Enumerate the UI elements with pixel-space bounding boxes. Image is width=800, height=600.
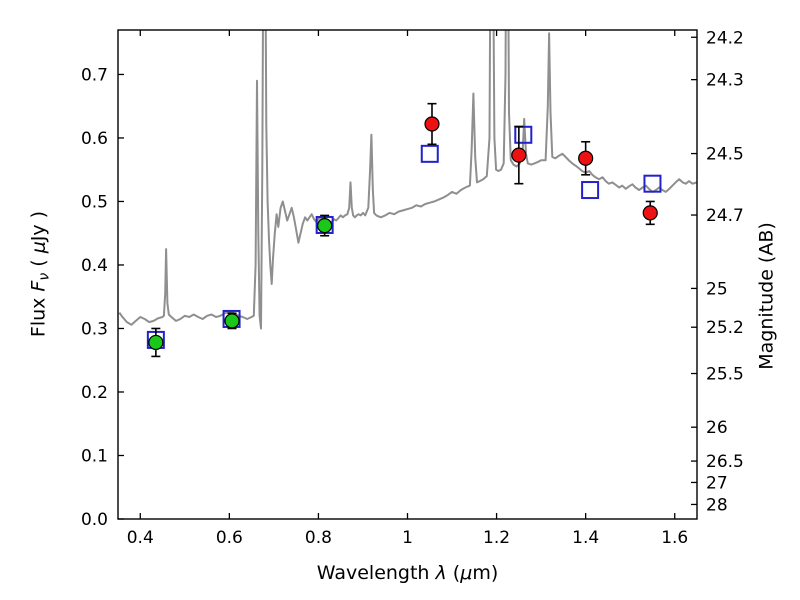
y-right-tick-label: 25 [706,279,728,299]
y-right-tick-label: 27 [706,473,728,493]
data-point-marker [317,218,333,234]
x-tick-label: 0.8 [305,528,332,548]
y-axis-label-right: Magnitude (AB) [755,222,778,370]
x-axis-label: Wavelength λ (μm) [316,562,499,584]
x-tick-label: 1 [402,528,413,548]
data-point-marker [148,334,164,351]
y-left-tick-label: 0.2 [81,383,108,403]
y-axis-left-ticks: 0.0 0.1 0.2 0.3 0.4 0.5 0.6 0.7 [81,65,124,530]
x-tick-label: 1.6 [661,528,688,548]
observed-infrared-points [424,102,658,226]
y-left-tick-label: 0.6 [81,129,108,149]
observed-optical-points [148,214,333,358]
y-right-tick-label: 24.2 [706,28,744,48]
y-right-tick-label: 24.3 [706,71,744,91]
y-right-tick-label: 24.5 [706,145,744,165]
x-tick-label: 0.6 [216,528,243,548]
x-tick-label: 0.4 [127,528,154,548]
mu-symbol-flux: μ [27,241,50,254]
y-left-tick-label: 0.7 [81,65,108,85]
y-left-tick-label: 0.4 [81,256,108,276]
y-axis-label-left: Flux Fν ( μJy ) [27,210,53,338]
mu-symbol: μ [460,562,473,584]
x-tick-label: 1.4 [572,528,599,548]
y-left-tick-label: 0.3 [81,319,108,339]
data-point-marker [578,150,594,166]
data-point-marker [642,205,658,221]
y-left-tick-label: 0.5 [81,192,108,212]
x-tick-label: 1.2 [483,528,510,548]
y-right-tick-label: 24.7 [706,206,744,226]
y-left-tick-label: 0.1 [81,446,108,466]
y-left-tick-label: 0.0 [81,510,108,530]
model-photometry-marker [643,174,662,193]
flux-symbol: F [27,280,50,292]
data-point-marker [424,116,440,132]
y-right-tick-label: 25.5 [706,365,744,385]
y-right-tick-label: 25.2 [706,318,744,338]
y-right-tick-label: 26 [706,418,728,438]
lambda-symbol: λ [435,562,447,584]
y-right-tick-label: 28 [706,495,728,515]
x-axis-ticks: 0.4 0.6 0.8 1 1.2 1.4 1.6 [127,30,688,548]
model-photometry-marker [420,144,439,163]
nu-subscript: ν [36,272,53,281]
data-point-marker [511,147,527,163]
model-photometry-marker [581,181,600,200]
data-point-marker [224,313,240,329]
y-right-tick-label: 26.5 [706,452,744,472]
x-axis-label-text: Wavelength [316,562,436,584]
